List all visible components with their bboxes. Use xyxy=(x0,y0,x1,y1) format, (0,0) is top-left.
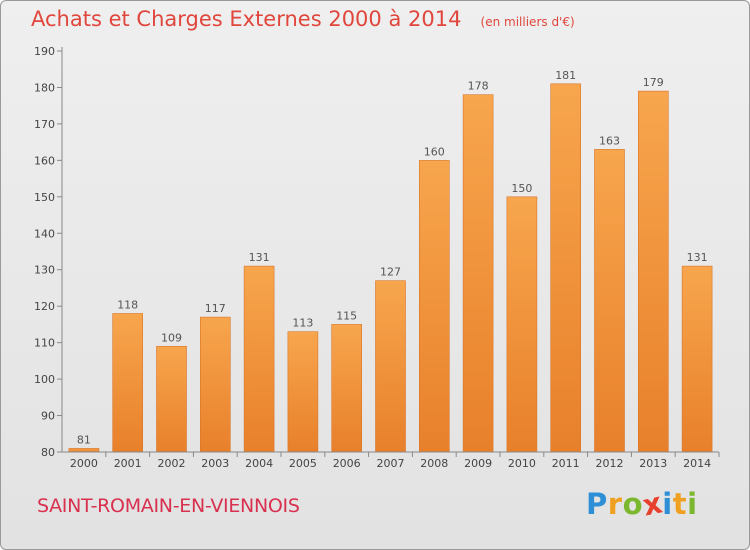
data-label-2000: 81 xyxy=(77,433,91,446)
y-tick-label-190: 190 xyxy=(34,45,55,58)
bar-2010 xyxy=(506,196,538,453)
data-label-2007: 127 xyxy=(380,266,401,279)
data-label-2014: 131 xyxy=(687,251,708,264)
y-tick-label-150: 150 xyxy=(34,191,55,204)
x-tick-label-2014: 2014 xyxy=(683,457,711,470)
logo-letter: o xyxy=(622,487,644,521)
x-tick-label-2012: 2012 xyxy=(596,457,624,470)
logo-letter: i xyxy=(687,487,698,521)
x-tick-label-2011: 2011 xyxy=(552,457,580,470)
bar-2009 xyxy=(462,94,494,453)
bar-2013 xyxy=(637,90,669,453)
x-tick-label-2004: 2004 xyxy=(245,457,273,470)
y-tick-label-130: 130 xyxy=(34,264,55,277)
logo-letter: i xyxy=(662,487,673,521)
y-tick-label-80: 80 xyxy=(41,446,55,459)
data-label-2013: 179 xyxy=(643,76,664,89)
y-tick-label-90: 90 xyxy=(41,410,55,423)
y-tick-label-120: 120 xyxy=(34,300,55,313)
data-label-2003: 117 xyxy=(205,302,226,315)
x-tick-label-2006: 2006 xyxy=(333,457,361,470)
x-tick-label-2008: 2008 xyxy=(420,457,448,470)
data-label-2010: 150 xyxy=(511,182,532,195)
x-tick-label-2007: 2007 xyxy=(377,457,405,470)
bar-2004 xyxy=(243,265,275,453)
data-label-2002: 109 xyxy=(161,331,182,344)
bar-2012 xyxy=(594,149,625,453)
data-label-2004: 131 xyxy=(249,251,270,264)
proxiti-logo: Proxiti xyxy=(586,485,698,522)
logo-letter: r xyxy=(607,487,623,521)
x-tick-label-2013: 2013 xyxy=(639,457,667,470)
data-label-2011: 181 xyxy=(555,69,576,82)
bar-2005 xyxy=(287,331,319,453)
x-tick-label-2002: 2002 xyxy=(158,457,186,470)
y-tick-label-140: 140 xyxy=(34,227,55,240)
logo-letter: t xyxy=(672,487,688,521)
y-tick-label-160: 160 xyxy=(34,154,55,167)
x-tick-label-2000: 2000 xyxy=(70,457,98,470)
data-label-2005: 113 xyxy=(292,317,313,330)
bar-2003 xyxy=(200,316,231,453)
bar-2001 xyxy=(112,313,143,453)
bar-2006 xyxy=(331,324,363,453)
chart-title: Achats et Charges Externes 2000 à 2014 xyxy=(31,7,462,31)
x-tick-label-2003: 2003 xyxy=(201,457,229,470)
chart-subtitle: (en milliers d'€) xyxy=(480,15,575,29)
data-label-2012: 163 xyxy=(599,134,620,147)
bar-2000 xyxy=(68,448,100,453)
y-tick-label-100: 100 xyxy=(34,373,55,386)
data-label-2001: 118 xyxy=(117,299,138,312)
y-tick-label-110: 110 xyxy=(34,337,55,350)
data-label-2006: 115 xyxy=(336,309,357,322)
x-tick-label-2005: 2005 xyxy=(289,457,317,470)
commune-name: SAINT-ROMAIN-EN-VIENNOIS xyxy=(37,495,300,517)
bar-2002 xyxy=(156,345,187,453)
x-tick-label-2009: 2009 xyxy=(464,457,492,470)
x-tick-label-2010: 2010 xyxy=(508,457,536,470)
bar-2014 xyxy=(681,265,713,453)
title-row: Achats et Charges Externes 2000 à 2014 (… xyxy=(31,7,575,31)
bar-2011 xyxy=(550,83,582,453)
bar-2008 xyxy=(418,160,450,453)
logo-letter: P xyxy=(586,487,608,521)
y-tick-label-180: 180 xyxy=(34,81,55,94)
bar-2007 xyxy=(375,280,406,453)
x-tick-label-2001: 2001 xyxy=(114,457,142,470)
data-label-2008: 160 xyxy=(424,145,445,158)
y-tick-label-170: 170 xyxy=(34,118,55,131)
data-label-2009: 178 xyxy=(468,80,489,93)
